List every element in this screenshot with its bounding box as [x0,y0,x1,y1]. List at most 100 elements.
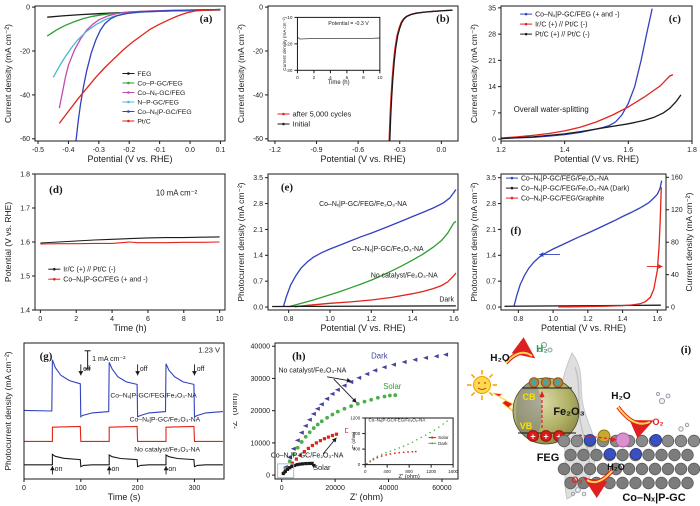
nitrogen-atom [603,447,617,461]
legend-label: Co–Nₓ|P-GC/FEG [137,109,191,116]
annotation-text: Dark [439,297,454,304]
legend-label: Co–Nₓ-GC/FEG [137,90,185,97]
annotation-text: off [197,366,205,373]
y-tick-label: -10 [286,15,293,20]
dopant-atoms [583,429,663,461]
legend: Co–Nₓ|P-GC/FEG/Fe₂O₃-NA Co–Nₓ|P-GC/FEG/Fe… [505,175,629,202]
x-tick-label: 1.4 [560,147,570,154]
annotation-text: Potential = -0.3 V [328,21,369,27]
panel-i-schematic: + + + [466,337,700,506]
chart-area-d: 0 2 4 6 8 10 1.4 1.5 1.6 1.7 1.8 Time (h) Potential … [3,171,226,333]
legend-label: Co–Nₓ|P-GC/FEG/Graphite [521,195,604,202]
legend-label: N–P-GC/FEG [137,99,179,106]
x-tick-label: -0.3 [93,147,105,154]
axis-ticks: 1.2 1.4 1.6 1.8 0 7 14 21 28 35 [488,5,697,154]
x-tick-label: -0.5 [32,147,44,154]
y-tick-label: 10000 [251,440,271,447]
chart-d: 0 2 4 6 8 10 1.4 1.5 1.6 1.7 1.8 Time (h) Potential … [3,171,226,333]
plus-sign: + [543,431,548,441]
legend-label: FEG [137,71,151,78]
chart-area-b-inset: 0 2 4 6 8 10 -10 -20 -30 Time (h) Current density … [278,11,385,86]
legend-label: Ir/C (+) // Pt/C (-) [535,22,587,29]
y-axis-label: Photocurrent density (mA cm⁻²) [3,351,13,470]
y-tick-label: 21 [488,58,496,65]
legend-label: Co–Nₓ|P-GC/FEG/Fe₂O₃-NA [521,175,609,182]
reaction-arrows [504,337,654,499]
legend-label: Co–P-GC/FEG [137,80,182,87]
annotation-text: 10 mA cm⁻² [156,188,198,197]
annotation-text: Co–Nₓ|P-GC/FEG/Fe₂O₃-NA [368,417,425,422]
x-axis-label: Z' (ohm) [399,474,420,480]
x-tick-label: 0.0 [185,147,195,154]
y-axis-label: Photocurrent density (mA cm⁻²) [469,182,479,301]
x-tick-label: -0.6 [352,147,364,154]
y-tick-label: 20000 [251,408,271,415]
legend: Co–Nₓ|P-GC/FEG (+ and -) Ir/C (+) // Pt/C… [520,12,620,39]
y-tick-label: -60 [253,136,263,143]
panel-b-stability-cycles: -1.2 -0.9 -0.6 -0.3 0.0 0 -20 -40 -60 Potential (… [233,0,466,173]
x-tick-label: 8 [182,316,186,323]
x-axis-label: Time (h) [113,323,146,333]
phosphorus-atom [597,429,611,443]
annotation-text: Solar [383,382,402,391]
vb-label: VB [520,421,533,431]
y-tick-label: -20 [286,41,293,46]
y-tick-label: -30 [286,68,293,73]
annotation-text: on [55,466,63,473]
series-group [504,180,663,308]
x-tick-label: 0.8 [284,316,294,323]
x-tick-label: 0 [38,316,42,323]
series-group [46,8,221,141]
chart-area-g: 0 100 200 300 Time (s) Photocurrent density (… [3,342,225,502]
panel-label: (i) [681,344,692,356]
legend-label: Pt/C [137,118,150,125]
axis-ticks: 0 400 800 1200 1600 0 400 800 1200 [350,416,458,475]
y-tick-label: 1.5 [20,273,30,280]
panel-letter: (a) [200,13,213,25]
axis-ticks: -1.2 -0.9 -0.6 -0.3 0.0 0 -20 -40 -60 [253,4,446,154]
chart-area-h: 0 20000 40000 60000010000200003000040000Z' … [229,342,459,502]
plus-sign: + [530,431,535,441]
chart-a: -0.5 -0.4 -0.3 -0.2 -0.1 0.0 0.1 0 -20 -40 -60 Pote… [3,4,226,164]
x-tick-label: 1.6 [652,316,662,323]
x-axis-label: Z' (ohm) [350,492,383,502]
y-axis-label: Potential (V vs. RHE) [3,202,13,282]
axis-ticks: 0.8 1.0 1.2 1.4 1.6 0.0 0.7 1.4 2.1 2.8 3.5 [253,175,459,323]
y2-tick-label: 120 [671,207,683,214]
o2-label: O₂ [572,475,583,485]
axis-ticks: 0 2 4 6 8 10 -10 -20 -30 [286,15,383,80]
annotation-text: Co–Nₓ|P-GC/FEG/Fe₂O₃-NA [319,201,407,208]
y-tick-label: 400 [353,447,361,452]
y2-axis-label: Current density (mA cm⁻²) [684,192,694,291]
y-tick-label: -20 [20,48,30,55]
x-axis-label: Time (h) [328,80,350,86]
annotation-text: Dark [371,351,388,360]
x-tick-label: 0 [296,75,299,80]
x-tick-label: 1.0 [548,316,558,323]
chart-h: 0 20000 40000 60000010000200003000040000Z' … [229,342,459,502]
y-tick-label: 3.5 [253,175,263,182]
chart-area-a: -0.5 -0.4 -0.3 -0.2 -0.1 0.0 0.1 0 -20 -40 -60 Pote… [3,4,226,164]
series-group [24,359,223,468]
x-tick-label: 1.8 [687,147,697,154]
x-tick-label: 100 [75,485,87,492]
h2-label: H₂ [536,344,548,355]
y-tick-label: 800 [353,431,361,436]
legend-label: Pt/C (+) // Pt/C (-) [535,32,590,39]
x-tick-label: 1.2 [583,316,593,323]
series-group [40,236,220,245]
x-tick-label: 1.4 [618,316,628,323]
y-axis-label: Photocurrent density (mA cm⁻²) [236,182,246,301]
y2-tick-label: 40 [671,272,679,279]
x-tick-label: 400 [383,469,391,474]
annotation-text: Co–Nₓ|P-GC/Fe₂O₃-NA [271,453,344,460]
y-tick-label: 1.4 [20,307,30,314]
h2o-label: H₂O [607,462,625,472]
panel-letter: (b) [436,13,450,25]
y-tick-label: 0.7 [486,279,496,286]
nitrogen-atom [649,433,663,447]
legend-label: Dark [438,441,448,446]
y-tick-label: 35 [488,5,496,12]
y-tick-label: 2.8 [253,201,263,208]
